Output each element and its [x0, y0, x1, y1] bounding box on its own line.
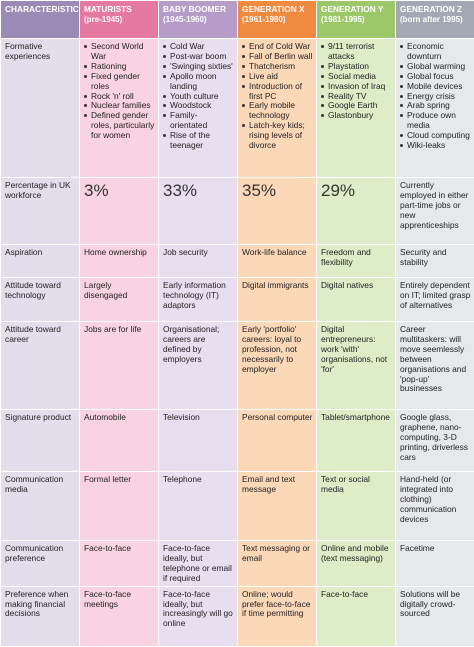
- career-generation-x: Early 'portfolio' careers: loyal to prof…: [238, 322, 317, 410]
- list-item: Defined gender roles, particularly for w…: [84, 111, 155, 141]
- row-aspiration: Aspiration Home ownership Job security W…: [1, 245, 474, 278]
- career-generation-y: Digital entrepreneurs: work 'with' organ…: [317, 322, 396, 410]
- cell-generation-x: End of Cold War Fall of Berlin wall That…: [238, 39, 317, 178]
- technology-generation-z: Entirely dependent on IT; limited grasp …: [396, 278, 474, 322]
- row-financial-decisions: Preference when making financial decisio…: [1, 586, 474, 646]
- percentage-generation-y: 29%: [317, 178, 396, 245]
- list-item: Introduction of first PC: [242, 82, 313, 102]
- signature-generation-y: Tablet/smartphone: [317, 410, 396, 472]
- percentage-baby-boomer: 33%: [159, 178, 238, 245]
- preference-generation-z: Facetime: [396, 541, 474, 587]
- signature-baby-boomer: Television: [159, 410, 238, 472]
- career-maturists: Jobs are for life: [80, 322, 159, 410]
- formative-list-baby-boomer: Cold War Post-war boom 'Swinging sixties…: [163, 42, 234, 151]
- list-item: Rise of the teenager: [163, 131, 234, 151]
- row-label: Communication media: [1, 472, 80, 541]
- row-attitude-technology: Attitude toward technology Largely disen…: [1, 278, 474, 322]
- preference-baby-boomer: Face-to-face ideally, but telephone or e…: [159, 541, 238, 587]
- list-item: Glastonbury: [321, 111, 392, 121]
- financial-generation-y: Face-to-face: [317, 586, 396, 646]
- financial-generation-z: Solutions will be digitally crowd-source…: [396, 586, 474, 646]
- header-generation-z: GENERATION Z(born after 1995): [396, 1, 474, 39]
- formative-list-generation-y: 9/11 terrorist attacks Playstation Socia…: [321, 42, 392, 121]
- list-item: Produce own media: [400, 111, 471, 131]
- cell-generation-y: 9/11 terrorist attacks Playstation Socia…: [317, 39, 396, 178]
- financial-baby-boomer: Face-to-face ideally, but increasingly w…: [159, 586, 238, 646]
- preference-maturists: Face-to-face: [80, 541, 159, 587]
- career-baby-boomer: Organisational; careers are defined by e…: [159, 322, 238, 410]
- row-communication-preference: Communication preference Face-to-face Fa…: [1, 541, 474, 587]
- signature-maturists: Automobile: [80, 410, 159, 472]
- media-maturists: Formal letter: [80, 472, 159, 541]
- list-item: Second World War: [84, 42, 155, 62]
- technology-generation-y: Digital natives: [317, 278, 396, 322]
- media-generation-x: Email and text message: [238, 472, 317, 541]
- preference-generation-y: Online and mobile (text messaging): [317, 541, 396, 587]
- list-item: Apollo moon landing: [163, 72, 234, 92]
- formative-list-generation-x: End of Cold War Fall of Berlin wall That…: [242, 42, 313, 151]
- formative-list-maturists: Second World War Rationing Fixed gender …: [84, 42, 155, 141]
- row-label: Percentage in UK workforce: [1, 178, 80, 245]
- percentage-generation-x: 35%: [238, 178, 317, 245]
- header-maturists: MATURISTS(pre-1945): [80, 1, 159, 39]
- list-item: Family-orientated: [163, 111, 234, 131]
- financial-maturists: Face-to-face meetings: [80, 586, 159, 646]
- media-baby-boomer: Telephone: [159, 472, 238, 541]
- row-label: Signature product: [1, 410, 80, 472]
- cell-baby-boomer: Cold War Post-war boom 'Swinging sixties…: [159, 39, 238, 178]
- cell-maturists: Second World War Rationing Fixed gender …: [80, 39, 159, 178]
- list-item: Fixed gender roles: [84, 72, 155, 92]
- row-label: Aspiration: [1, 245, 80, 278]
- header-baby-boomer: BABY BOOMER(1945-1960): [159, 1, 238, 39]
- aspiration-baby-boomer: Job security: [159, 245, 238, 278]
- cell-generation-z: Economic downturn Global warming Global …: [396, 39, 474, 178]
- list-item: 9/11 terrorist attacks: [321, 42, 392, 62]
- media-generation-z: Hand-held (or integrated into clothing) …: [396, 472, 474, 541]
- aspiration-generation-y: Freedom and flexibility: [317, 245, 396, 278]
- header-generation-y: GENERATION Y(1981-1995): [317, 1, 396, 39]
- list-item: Early mobile technology: [242, 101, 313, 121]
- row-label: Communication preference: [1, 541, 80, 587]
- row-percentage: Percentage in UK workforce 3% 33% 35% 29…: [1, 178, 474, 245]
- technology-baby-boomer: Early information technology (IT) adapto…: [159, 278, 238, 322]
- aspiration-generation-z: Security and stability: [396, 245, 474, 278]
- formative-list-generation-z: Economic downturn Global warming Global …: [400, 42, 471, 151]
- header-row: CHARACTERISTICS MATURISTS(pre-1945) BABY…: [1, 1, 474, 39]
- row-label: Preference when making financial decisio…: [1, 586, 80, 646]
- row-communication-media: Communication media Formal letter Teleph…: [1, 472, 474, 541]
- list-item: Latch-key kids; rising levels of divorce: [242, 121, 313, 151]
- signature-generation-x: Personal computer: [238, 410, 317, 472]
- row-label: Attitude toward career: [1, 322, 80, 410]
- preference-generation-x: Text messaging or email: [238, 541, 317, 587]
- media-generation-y: Text or social media: [317, 472, 396, 541]
- row-attitude-career: Attitude toward career Jobs are for life…: [1, 322, 474, 410]
- career-generation-z: Career multitaskers: will move seemlessl…: [396, 322, 474, 410]
- technology-generation-x: Digital immigrants: [238, 278, 317, 322]
- list-item: Wiki-leaks: [400, 141, 471, 151]
- aspiration-generation-x: Work-life balance: [238, 245, 317, 278]
- header-generation-x: GENERATION X(1961-1980): [238, 1, 317, 39]
- financial-generation-x: Online; would prefer face-to-face if tim…: [238, 586, 317, 646]
- technology-maturists: Largely disengaged: [80, 278, 159, 322]
- row-label: Attitude toward technology: [1, 278, 80, 322]
- list-item: Economic downturn: [400, 42, 471, 62]
- row-formative-experiences: Formative experiences Second World War R…: [1, 39, 474, 178]
- signature-generation-z: Google glass, graphene, nano-computing, …: [396, 410, 474, 472]
- row-signature-product: Signature product Automobile Television …: [1, 410, 474, 472]
- percentage-maturists: 3%: [80, 178, 159, 245]
- percentage-generation-z: Currently employed in either part-time j…: [396, 178, 474, 245]
- aspiration-maturists: Home ownership: [80, 245, 159, 278]
- row-label: Formative experiences: [1, 39, 80, 178]
- header-characteristics: CHARACTERISTICS: [1, 1, 80, 39]
